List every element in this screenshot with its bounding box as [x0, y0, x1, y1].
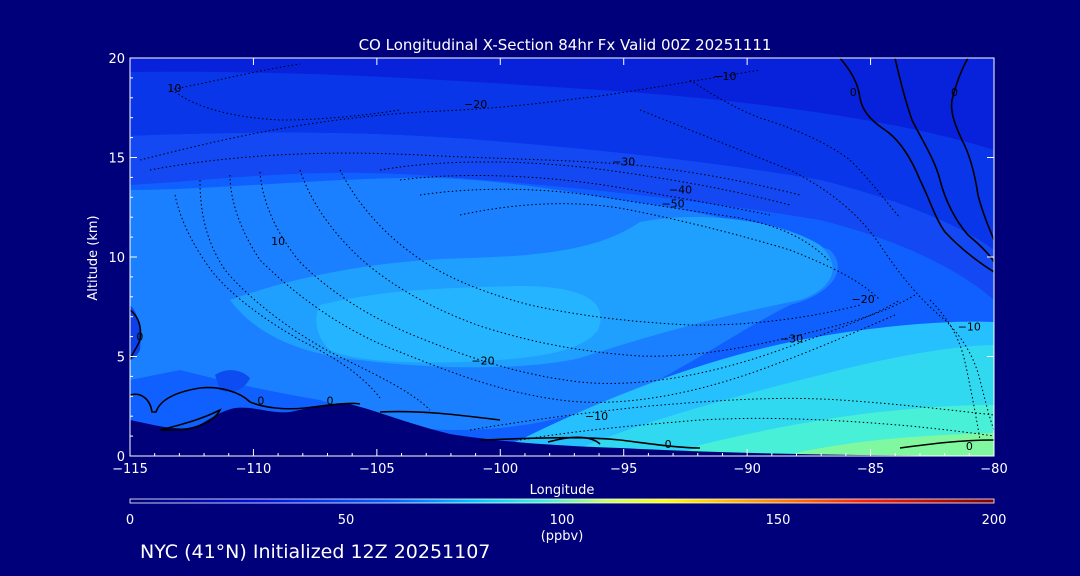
field-cyan-left: [316, 286, 601, 363]
y-tick-label: 20: [108, 52, 125, 67]
contour-lines-negative: [139, 63, 994, 441]
x-tick-label: −100: [482, 462, 518, 477]
colorbar-tick-label: 0: [126, 513, 134, 528]
colorbar-tick-label: 150: [766, 513, 791, 528]
colorbar-ticks: 0 50 100 150 200: [126, 513, 1007, 528]
colorbar-tick-label: 50: [338, 513, 355, 528]
contour-label: 0: [850, 86, 857, 99]
contour-label: −10: [713, 70, 736, 83]
x-tick-label: −90: [733, 462, 760, 477]
contour-label: −30: [780, 333, 803, 346]
x-axis: −115 −110 −105 −100 −95 −90 −85 −80: [112, 58, 1008, 477]
contour-label: 10: [167, 82, 181, 95]
field-left-blob-2: [215, 370, 250, 392]
contour-label: 0: [966, 440, 973, 453]
x-tick-label: −105: [359, 462, 395, 477]
terrain-mask: [130, 403, 994, 456]
field-lower-right-4: [790, 433, 994, 456]
contour-lines-zero: [130, 58, 994, 449]
contour-label: −50: [661, 197, 684, 210]
footer-caption: NYC (41°N) Initialized 12Z 20251107: [140, 541, 491, 563]
contour-labels: 10 −10 0 0 −20 −30 −40−50 10 −20 −10 −30 −20 0 0 0 −10 0…: [136, 70, 981, 453]
contour-label: 0: [136, 331, 143, 344]
y-axis-label: Altitude (km): [86, 215, 101, 300]
x-tick-label: −85: [857, 462, 884, 477]
contour-label: 0: [257, 394, 264, 407]
colorbar-tick-label: 200: [982, 513, 1007, 528]
contour-label: −10: [958, 321, 981, 334]
colorbar-tick-label: 100: [550, 513, 575, 528]
contour-label: −30: [612, 155, 635, 168]
contour-label: 0: [326, 394, 333, 407]
y-tick-label: 5: [117, 351, 125, 366]
contour-label: −20: [471, 354, 494, 367]
plot-area: 10 −10 0 0 −20 −30 −40−50 10 −20 −10 −30 −20 0 0 0 −10 0…: [130, 58, 994, 456]
contour-label: 10: [271, 235, 285, 248]
x-tick-label: −95: [610, 462, 637, 477]
contour-label: −20: [852, 293, 875, 306]
x-axis-label: Longitude: [530, 483, 595, 498]
x-tick-label: −80: [980, 462, 1007, 477]
contour-label: −10: [585, 410, 608, 423]
contour-label: 0: [951, 86, 958, 99]
contour-label: −20: [464, 98, 487, 111]
y-tick-label: 10: [108, 251, 125, 266]
colorbar: [129, 498, 995, 504]
field-band-mid: [130, 132, 994, 300]
x-tick-label: −110: [236, 462, 272, 477]
y-tick-label: 0: [117, 450, 125, 465]
x-tick-label: −115: [112, 462, 148, 477]
contour-label: −40: [669, 183, 692, 196]
chart-title: CO Longitudinal X-Section 84hr Fx Valid …: [359, 36, 772, 54]
y-tick-label: 15: [108, 152, 125, 167]
field-band-top: [130, 58, 994, 150]
contour-label: 0: [665, 438, 672, 451]
colorbar-unit-label: (ppbv): [541, 529, 584, 544]
